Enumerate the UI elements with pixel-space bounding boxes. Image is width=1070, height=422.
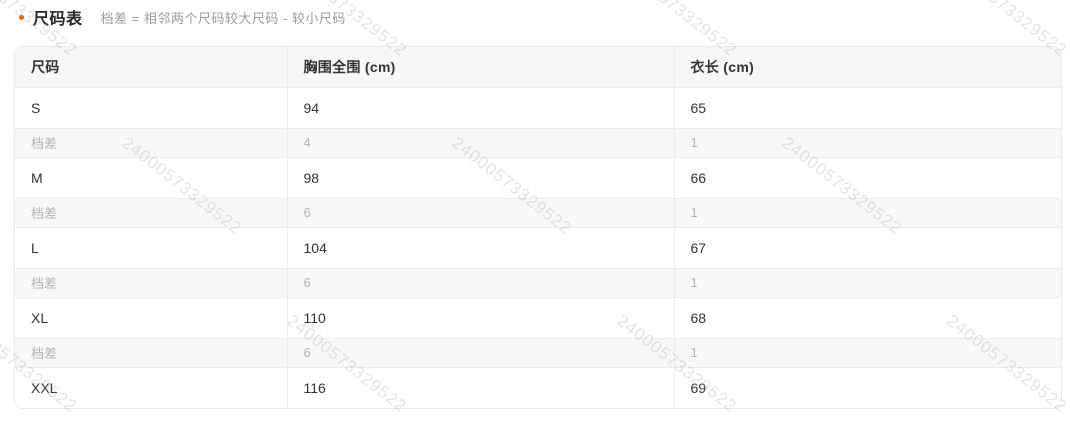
size-table-grid: 尺码 胸围全围 (cm) 衣长 (cm) S 94 65 档差 4 1 M 98 66 档差 6 1 L… — [15, 47, 1061, 408]
size-row: XXL 116 69 — [15, 366, 1061, 408]
diff-row: 档差 6 1 — [15, 337, 1061, 367]
bullet-icon — [19, 14, 24, 20]
table-cell: 98 — [286, 156, 674, 198]
table-cell: 67 — [673, 226, 1061, 268]
table-cell: XXL — [15, 366, 287, 408]
table-cell: L — [15, 226, 287, 268]
table-cell: 6 — [286, 197, 674, 227]
table-cell: 档差 — [15, 127, 287, 157]
table-cell: 1 — [673, 337, 1061, 367]
section-title: 尺码表 — [33, 11, 83, 28]
diff-row: 档差 4 1 — [15, 127, 1061, 157]
table-cell: 档差 — [15, 337, 287, 367]
column-header-length: 衣长 (cm) — [673, 47, 1061, 87]
table-header-row: 尺码 胸围全围 (cm) 衣长 (cm) — [15, 47, 1061, 87]
table-cell: 6 — [286, 337, 674, 367]
table-cell: 6 — [286, 267, 674, 297]
table-cell: 1 — [673, 197, 1061, 227]
table-cell: 档差 — [15, 267, 287, 297]
column-header-size: 尺码 — [15, 47, 287, 87]
section-subtitle: 档差 = 相邻两个尺码较大尺码 - 较小尺码 — [100, 10, 346, 26]
table-cell: 94 — [286, 86, 674, 128]
table-cell: XL — [15, 296, 287, 338]
size-row: S 94 65 — [15, 86, 1061, 128]
column-header-chest: 胸围全围 (cm) — [286, 47, 674, 87]
size-row: M 98 66 — [15, 156, 1061, 198]
size-row: L 104 67 — [15, 226, 1061, 268]
table-cell: S — [15, 86, 287, 128]
size-row: XL 110 68 — [15, 296, 1061, 338]
size-table: 尺码 胸围全围 (cm) 衣长 (cm) S 94 65 档差 4 1 M 98 66 档差 6 1 L… — [14, 46, 1062, 409]
table-cell: 68 — [673, 296, 1061, 338]
table-cell: 116 — [286, 366, 674, 408]
table-cell: 65 — [673, 86, 1061, 128]
table-cell: 66 — [673, 156, 1061, 198]
table-cell: M — [15, 156, 287, 198]
table-cell: 69 — [673, 366, 1061, 408]
table-cell: 1 — [673, 127, 1061, 157]
table-cell: 4 — [286, 127, 674, 157]
table-cell: 1 — [673, 267, 1061, 297]
table-cell: 104 — [286, 226, 674, 268]
section-header: 尺码表 档差 = 相邻两个尺码较大尺码 - 较小尺码 — [14, 6, 346, 28]
diff-row: 档差 6 1 — [15, 197, 1061, 227]
diff-row: 档差 6 1 — [15, 267, 1061, 297]
table-cell: 档差 — [15, 197, 287, 227]
table-cell: 110 — [286, 296, 674, 338]
